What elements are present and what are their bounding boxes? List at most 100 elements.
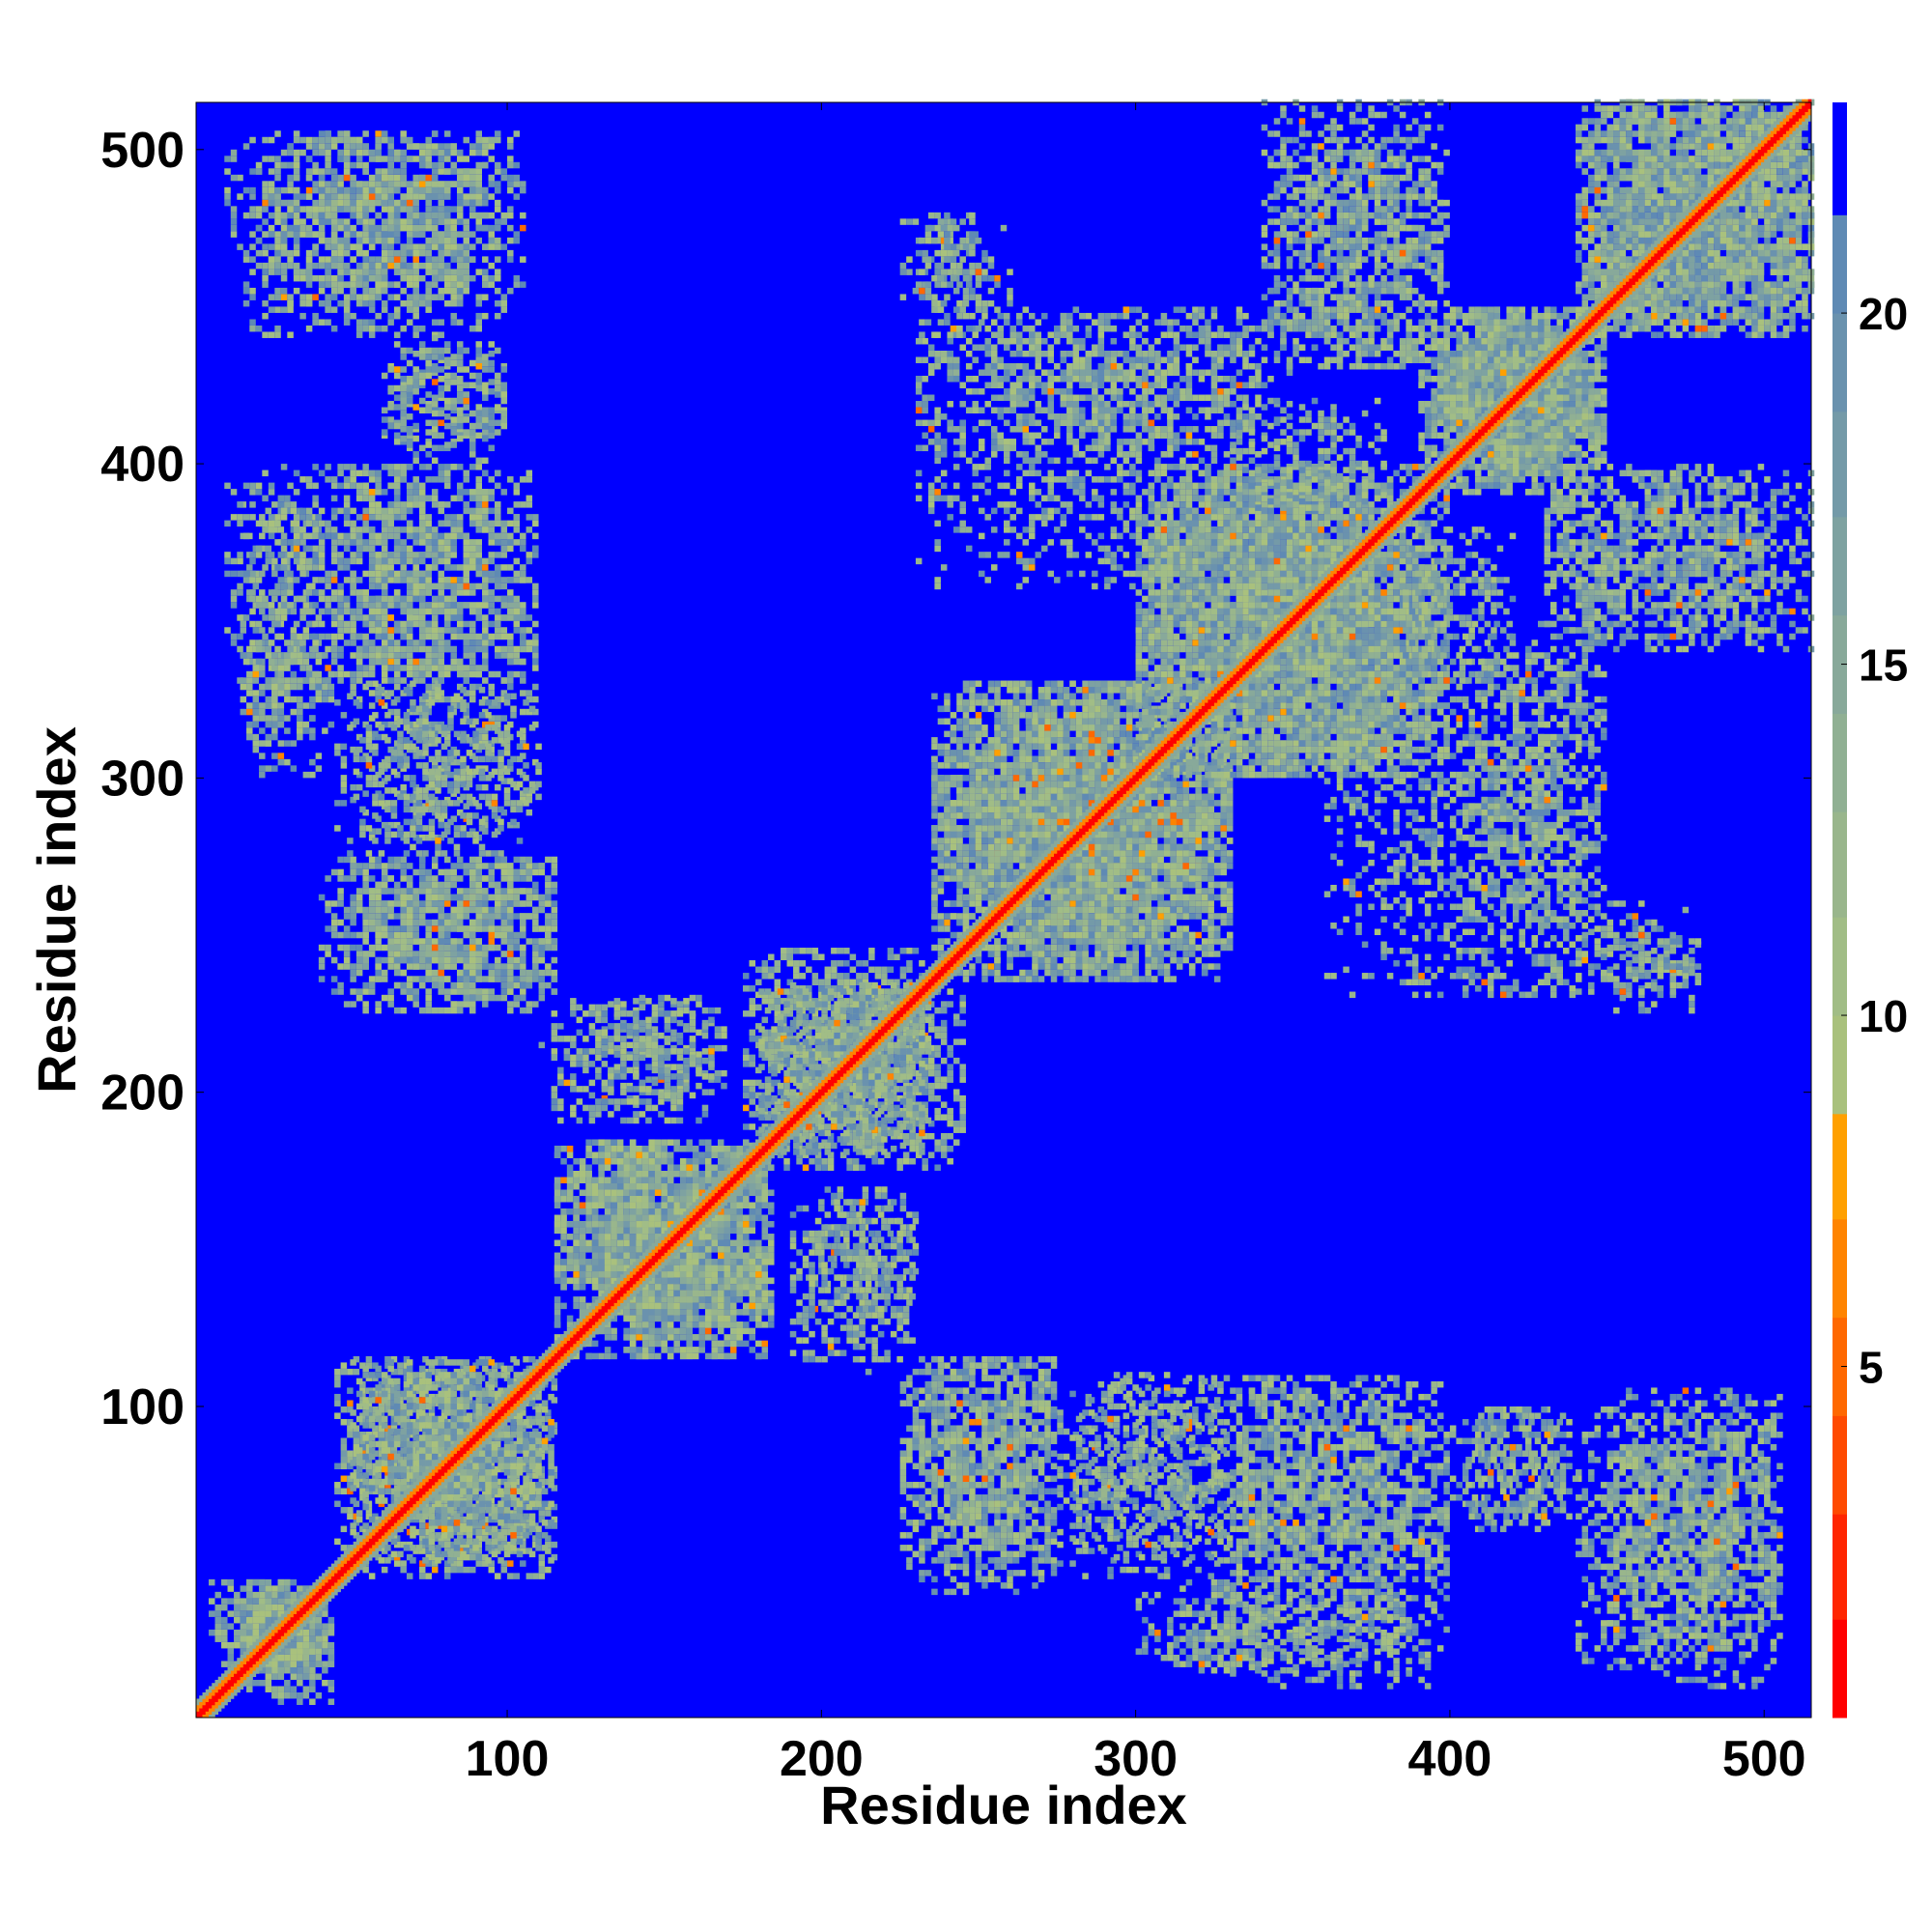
contact-cell bbox=[447, 1507, 453, 1513]
contact-cell bbox=[476, 1391, 482, 1397]
contact-cell bbox=[246, 1592, 252, 1598]
contact-cell bbox=[334, 1381, 340, 1387]
contact-cell bbox=[775, 998, 781, 1004]
contact-cell bbox=[737, 1203, 743, 1208]
contact-cell bbox=[783, 1083, 789, 1089]
contact-cell bbox=[724, 1158, 729, 1164]
contact-cell bbox=[510, 1469, 516, 1475]
contact-cell bbox=[271, 1686, 277, 1691]
contact-cell bbox=[394, 1404, 400, 1409]
contact-cell bbox=[441, 1551, 447, 1557]
contact-cell bbox=[394, 1416, 400, 1422]
contact-cell bbox=[514, 1573, 520, 1578]
contact-cell bbox=[472, 1457, 478, 1463]
contact-cell bbox=[580, 1296, 585, 1302]
contact-cell bbox=[668, 1265, 673, 1271]
contact-cell bbox=[724, 1284, 729, 1290]
contact-cell bbox=[750, 1334, 755, 1340]
contact-cell bbox=[435, 1507, 440, 1513]
contact-cell bbox=[818, 1143, 824, 1149]
contact-cell bbox=[419, 1391, 425, 1397]
contact-cell bbox=[529, 1356, 535, 1362]
contact-cell bbox=[825, 1143, 831, 1149]
contact-cell bbox=[762, 1259, 768, 1264]
contact-cell bbox=[507, 1366, 513, 1372]
contact-cell bbox=[718, 1291, 724, 1296]
contact-cell bbox=[661, 1151, 667, 1157]
contact-cell bbox=[469, 1372, 475, 1378]
contact-cell bbox=[812, 973, 818, 979]
contact-cell bbox=[698, 1303, 704, 1309]
contact-cell bbox=[580, 1278, 585, 1284]
contact-cell bbox=[297, 1698, 302, 1704]
contact-cell bbox=[429, 1520, 435, 1525]
contact-cell bbox=[617, 1246, 623, 1252]
contact-cell bbox=[447, 1494, 453, 1500]
contact-cell bbox=[472, 1507, 478, 1513]
contact-cell bbox=[291, 1592, 297, 1598]
contact-cell bbox=[422, 1557, 428, 1563]
contact-cell bbox=[347, 1400, 353, 1406]
contact-cell bbox=[724, 1234, 729, 1239]
contact-cell bbox=[560, 1284, 566, 1290]
contact-cell bbox=[724, 1240, 729, 1246]
contact-cell bbox=[450, 1391, 456, 1397]
contact-cell bbox=[228, 1579, 234, 1585]
contact-cell bbox=[743, 1240, 749, 1246]
contact-cell bbox=[412, 1372, 418, 1378]
contact-cell bbox=[592, 1278, 598, 1284]
contact-cell bbox=[278, 1579, 284, 1585]
contact-cell bbox=[705, 1177, 711, 1182]
contact-cell bbox=[539, 1560, 545, 1566]
contact-cell bbox=[698, 1334, 704, 1340]
contact-cell bbox=[743, 1321, 749, 1327]
contact-cell bbox=[686, 1347, 692, 1352]
contact-cell bbox=[755, 1259, 761, 1264]
contact-cell bbox=[655, 1303, 661, 1309]
contact-cell bbox=[479, 1463, 485, 1469]
contact-cell bbox=[755, 1196, 761, 1202]
contact-cell bbox=[655, 1221, 661, 1227]
contact-cell bbox=[743, 1265, 749, 1271]
contact-cell bbox=[623, 1246, 629, 1252]
contact-cell bbox=[623, 1253, 629, 1259]
contact-cell bbox=[648, 1234, 654, 1239]
contact-cell bbox=[347, 1514, 353, 1520]
contact-cell bbox=[492, 1514, 497, 1520]
contact-cell bbox=[934, 1108, 940, 1114]
contact-cell bbox=[573, 1183, 579, 1189]
contact-cell bbox=[630, 1321, 636, 1327]
contact-cell bbox=[655, 1164, 661, 1170]
contact-cell bbox=[806, 948, 811, 953]
contact-cell bbox=[655, 1215, 661, 1221]
contact-cell bbox=[309, 1686, 315, 1691]
contact-cell bbox=[673, 1334, 679, 1340]
contact-cell bbox=[573, 1177, 579, 1182]
contact-cell bbox=[517, 1489, 523, 1494]
contact-cell bbox=[755, 1177, 761, 1182]
contact-cell bbox=[611, 1158, 616, 1164]
contact-cell bbox=[425, 1447, 431, 1453]
contact-cell bbox=[472, 1476, 478, 1482]
contact-cell bbox=[501, 1567, 507, 1573]
contact-cell bbox=[580, 1240, 585, 1246]
contact-cell bbox=[554, 1321, 560, 1327]
contact-cell bbox=[909, 1146, 915, 1151]
contact-cell bbox=[655, 1328, 661, 1334]
contact-cell bbox=[438, 1404, 443, 1409]
contact-cell bbox=[783, 1158, 789, 1164]
contact-cell bbox=[705, 1228, 711, 1234]
contact-cell bbox=[560, 1234, 566, 1239]
contact-cell bbox=[750, 1284, 755, 1290]
contact-cell bbox=[585, 1353, 591, 1359]
contact-cell bbox=[711, 1353, 717, 1359]
contact-cell bbox=[419, 1466, 425, 1472]
contact-cell bbox=[711, 1234, 717, 1239]
contact-cell bbox=[419, 1454, 425, 1460]
contact-cell bbox=[529, 1501, 535, 1507]
contact-cell bbox=[636, 1151, 641, 1157]
contact-cell bbox=[394, 1429, 400, 1435]
contact-cell bbox=[648, 1164, 654, 1170]
contact-cell bbox=[630, 1190, 636, 1196]
